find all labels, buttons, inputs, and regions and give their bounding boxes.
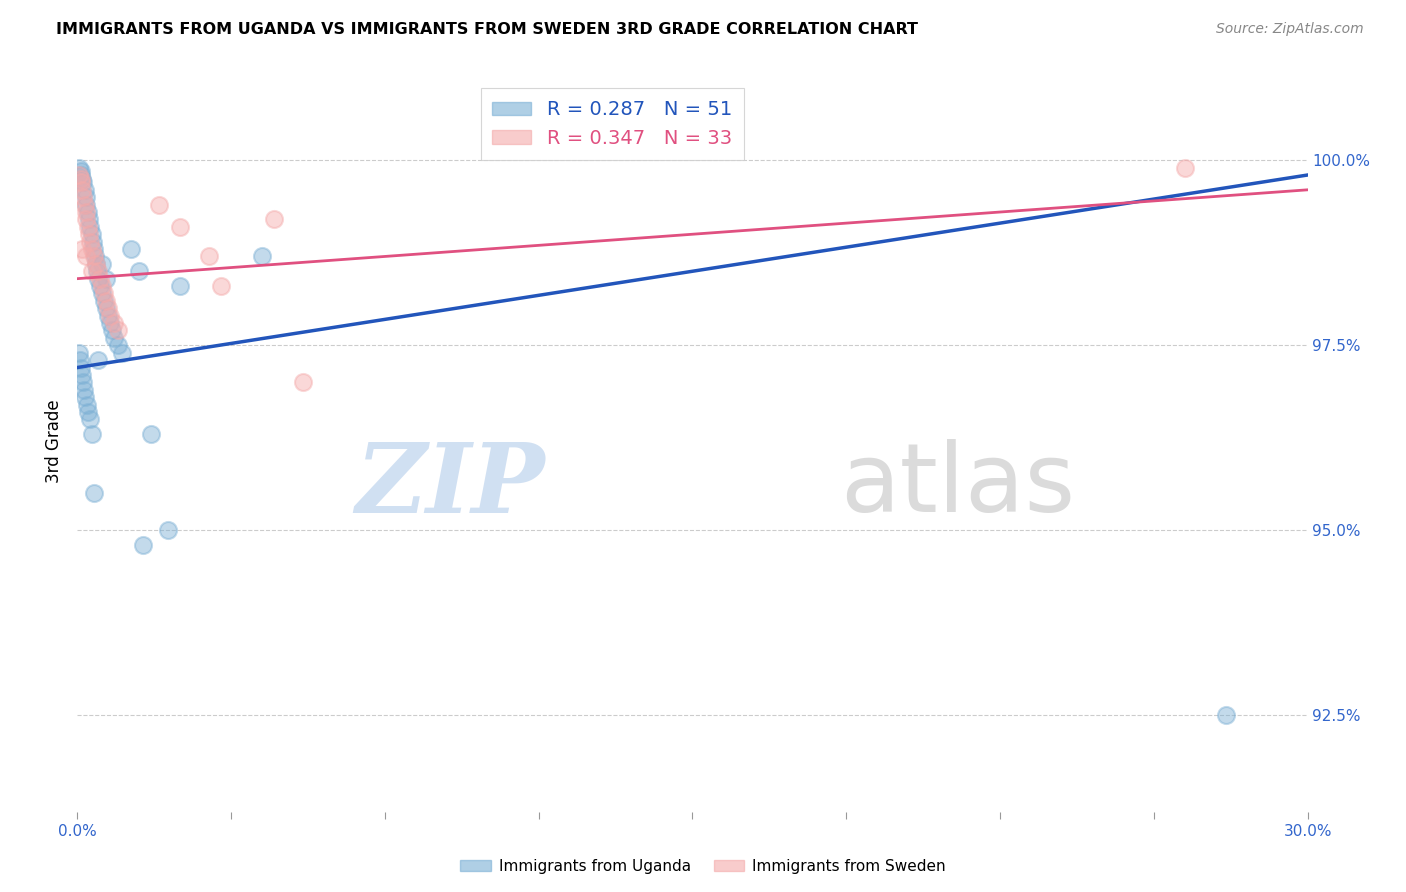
- Point: [76, 219, 98, 234]
- Point: [291, 376, 314, 390]
- Point: [82, 427, 104, 442]
- Point: [80, 242, 103, 256]
- Text: Source: ZipAtlas.com: Source: ZipAtlas.com: [1216, 22, 1364, 37]
- Point: [77, 212, 100, 227]
- Point: [70, 368, 93, 382]
- Legend: Immigrants from Uganda, Immigrants from Sweden: Immigrants from Uganda, Immigrants from …: [454, 853, 952, 880]
- Point: [70, 176, 93, 190]
- Point: [69, 353, 91, 368]
- Text: IMMIGRANTS FROM UGANDA VS IMMIGRANTS FROM SWEDEN 3RD GRADE CORRELATION CHART: IMMIGRANTS FROM UGANDA VS IMMIGRANTS FRO…: [56, 22, 918, 37]
- Point: [94, 293, 117, 308]
- Point: [75, 212, 97, 227]
- Point: [84, 257, 107, 271]
- Point: [86, 264, 108, 278]
- Point: [98, 316, 121, 330]
- Point: [87, 353, 110, 368]
- Point: [93, 286, 115, 301]
- Point: [90, 257, 114, 271]
- Point: [79, 412, 101, 426]
- Point: [76, 398, 98, 412]
- Point: [107, 338, 129, 352]
- Point: [90, 286, 114, 301]
- Point: [97, 301, 120, 316]
- Point: [77, 227, 100, 242]
- Point: [75, 190, 97, 204]
- Point: [70, 168, 93, 182]
- Point: [77, 405, 100, 419]
- Point: [70, 242, 93, 256]
- Point: [70, 171, 93, 186]
- Point: [98, 309, 121, 323]
- Point: [94, 271, 117, 285]
- Point: [148, 197, 170, 211]
- Point: [83, 242, 105, 256]
- Point: [1174, 161, 1197, 175]
- Point: [72, 190, 94, 204]
- Point: [169, 219, 191, 234]
- Point: [72, 376, 94, 390]
- Point: [103, 316, 125, 330]
- Point: [80, 264, 103, 278]
- Point: [75, 197, 97, 211]
- Point: [79, 219, 101, 234]
- Point: [72, 176, 94, 190]
- Text: atlas: atlas: [841, 440, 1076, 533]
- Point: [83, 486, 105, 500]
- Point: [83, 250, 105, 264]
- Point: [197, 250, 219, 264]
- Point: [82, 235, 104, 249]
- Point: [87, 264, 110, 278]
- Point: [103, 331, 125, 345]
- Point: [209, 279, 232, 293]
- Point: [75, 390, 97, 404]
- Point: [70, 360, 93, 375]
- Point: [80, 227, 103, 242]
- Point: [263, 212, 285, 227]
- Point: [73, 383, 96, 397]
- Point: [84, 257, 107, 271]
- Point: [111, 345, 134, 359]
- Point: [1215, 708, 1237, 723]
- Text: ZIP: ZIP: [356, 439, 546, 533]
- Point: [73, 197, 96, 211]
- Point: [70, 183, 93, 197]
- Point: [101, 324, 124, 338]
- Point: [141, 427, 163, 442]
- Point: [76, 205, 98, 219]
- Point: [67, 345, 90, 359]
- Point: [79, 235, 101, 249]
- Point: [67, 168, 90, 182]
- Point: [94, 301, 117, 316]
- Point: [107, 324, 129, 338]
- Point: [128, 264, 150, 278]
- Point: [97, 309, 120, 323]
- Point: [169, 279, 191, 293]
- Point: [87, 271, 110, 285]
- Point: [75, 205, 97, 219]
- Point: [93, 293, 115, 308]
- Point: [156, 524, 179, 538]
- Point: [83, 250, 105, 264]
- Point: [69, 171, 91, 186]
- Point: [90, 279, 114, 293]
- Point: [120, 242, 142, 256]
- Point: [75, 250, 97, 264]
- Point: [250, 250, 273, 264]
- Y-axis label: 3rd Grade: 3rd Grade: [45, 400, 63, 483]
- Point: [69, 164, 91, 178]
- Legend: R = 0.287   N = 51, R = 0.347   N = 33: R = 0.287 N = 51, R = 0.347 N = 33: [481, 88, 744, 160]
- Point: [73, 183, 96, 197]
- Point: [89, 279, 111, 293]
- Point: [67, 161, 90, 175]
- Point: [132, 538, 155, 552]
- Point: [89, 271, 111, 285]
